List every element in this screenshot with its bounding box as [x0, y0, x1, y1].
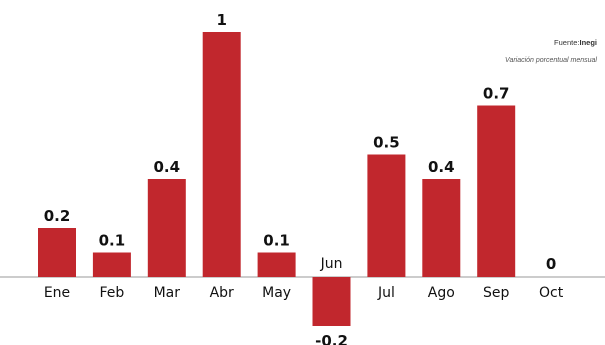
- source-label: Fuente:Inegi: [554, 38, 597, 47]
- chart-subtitle: Variación porcentual mensual: [505, 57, 597, 64]
- value-label-feb: 0.1: [99, 232, 126, 250]
- bar-abr: [202, 32, 241, 277]
- bar-mar: [147, 179, 186, 277]
- value-label-abr: 1: [216, 11, 226, 29]
- value-label-mar: 0.4: [154, 158, 181, 176]
- value-label-jun: -0.2: [315, 332, 348, 345]
- bar-jul: [367, 154, 406, 277]
- x-tick-label-mar: Mar: [154, 285, 181, 301]
- bar-ene: [38, 228, 76, 277]
- x-tick-label-may: May: [262, 285, 291, 301]
- x-tick-label-feb: Feb: [100, 285, 125, 301]
- value-label-ago: 0.4: [428, 158, 455, 176]
- x-tick-label-jun: Jun: [320, 256, 343, 272]
- bar-jun: [312, 277, 351, 326]
- x-tick-label-oct: Oct: [539, 285, 564, 301]
- value-label-sep: 0.7: [483, 85, 510, 103]
- x-tick-label-ene: Ene: [44, 285, 70, 301]
- source-prefix: Fuente:: [554, 38, 579, 47]
- source-note: Fuente:Inegi Variación porcentual mensua…: [505, 38, 597, 64]
- bar-may: [257, 252, 296, 277]
- value-label-jul: 0.5: [373, 134, 400, 152]
- x-tick-label-jul: Jul: [377, 285, 395, 301]
- value-label-ene: 0.2: [44, 207, 71, 225]
- value-label-oct: 0: [546, 255, 556, 273]
- bars-layer: [38, 32, 516, 326]
- labels-layer: 0.2 Ene 0.1 Feb 0.4 Mar 1 Abr 0.1 May -0.2 Jun 0.5 Ju…: [44, 11, 564, 345]
- source-name: Inegi: [579, 38, 597, 47]
- x-tick-label-sep: Sep: [483, 285, 510, 301]
- x-tick-label-abr: Abr: [210, 285, 234, 301]
- bar-sep: [477, 105, 516, 277]
- bar-ago: [422, 179, 461, 277]
- bar-feb: [92, 252, 131, 277]
- x-tick-label-ago: Ago: [428, 285, 455, 301]
- value-label-may: 0.1: [263, 232, 290, 250]
